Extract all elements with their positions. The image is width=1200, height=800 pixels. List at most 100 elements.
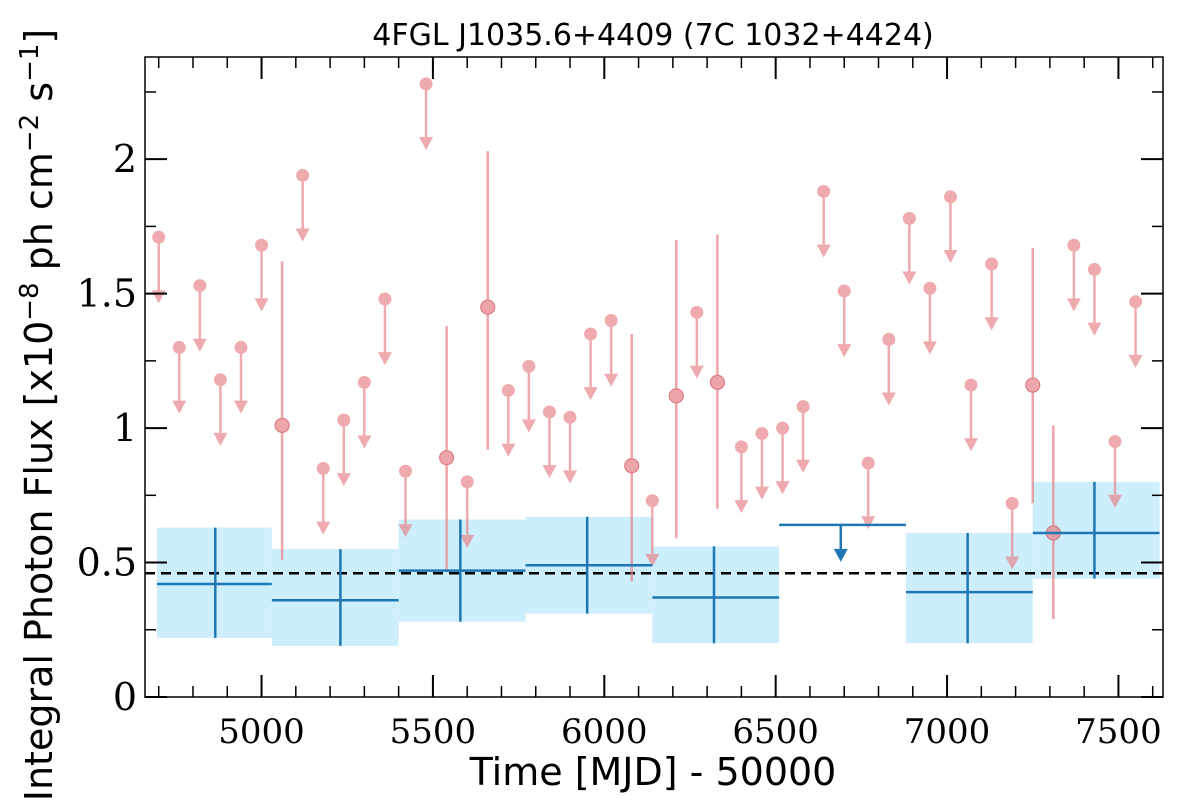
upper-limit-point <box>193 279 207 293</box>
upper-limit-arrow <box>377 352 392 366</box>
long-bin-detection <box>156 527 272 638</box>
short-bin-upper-limit <box>1128 295 1143 368</box>
upper-limit-arrow <box>336 473 351 487</box>
upper-limit-arrow <box>833 548 848 562</box>
upper-limit-point <box>501 383 515 397</box>
upper-limit-point <box>923 281 937 295</box>
x-tick-label: 6000 <box>561 712 648 752</box>
upper-limit-arrow <box>460 535 475 549</box>
short-bin-upper-limit <box>1087 262 1102 336</box>
short-bin-upper-limit <box>377 292 392 366</box>
axis-ticks <box>145 57 1163 698</box>
upper-limit-point <box>398 464 412 478</box>
long-bin-detections <box>156 481 1160 646</box>
long-bin-detection <box>271 549 399 646</box>
short-bin-upper-limit <box>254 238 269 312</box>
y-axis-label-exp1: −8 <box>15 282 45 320</box>
short-bin-upper-limit <box>583 327 598 401</box>
plot-area <box>145 77 1163 646</box>
upper-limit-point <box>584 327 598 341</box>
plot-frame <box>144 56 1164 698</box>
upper-limit-arrow <box>881 392 896 406</box>
long-bin-detection <box>525 516 653 614</box>
short-bin-detections <box>274 151 1061 620</box>
upper-limit-arrow <box>689 365 704 379</box>
upper-limit-point <box>1005 496 1019 510</box>
upper-limit-arrow <box>754 486 769 500</box>
long-bin-band <box>905 532 1033 644</box>
upper-limit-point <box>213 373 227 387</box>
short-bin-upper-limit <box>604 314 619 387</box>
y-axis-label-base: Integral Photon Flux [x10 <box>17 321 61 800</box>
detection-point <box>624 458 640 474</box>
upper-limit-point <box>1067 238 1081 252</box>
upper-limit-point <box>604 314 618 328</box>
upper-limit-point <box>234 340 248 354</box>
upper-limit-arrow <box>295 228 310 242</box>
upper-limit-point <box>985 257 999 271</box>
upper-limit-point <box>734 440 748 454</box>
short-bin-detection <box>709 234 726 509</box>
short-bin-upper-limit <box>398 464 413 538</box>
short-bin-upper-limit <box>1108 435 1123 508</box>
upper-limit-point <box>755 426 769 440</box>
upper-limit-point <box>1129 295 1143 309</box>
y-axis-label-mid: ph cm <box>17 152 61 282</box>
upper-limit-arrow <box>398 524 413 538</box>
short-bin-upper-limit <box>796 400 811 473</box>
upper-limit-point <box>152 230 166 244</box>
upper-limit-arrow <box>1108 494 1123 508</box>
upper-limit-point <box>542 405 556 419</box>
detection-point <box>1025 377 1041 393</box>
upper-limit-point <box>882 332 896 346</box>
upper-limit-arrow <box>1087 322 1102 336</box>
upper-limit-arrow <box>172 400 187 414</box>
x-tick-label: 5000 <box>218 712 305 752</box>
detection-point <box>668 388 684 404</box>
long-bin-band <box>271 549 399 646</box>
upper-limit-point <box>1108 435 1122 449</box>
chart-title: 4FGL J1035.6+4409 (7C 1032+4424) <box>372 18 934 53</box>
y-tick-label: 0 <box>113 675 137 719</box>
long-bin-detection <box>905 532 1033 644</box>
upper-limit-arrow <box>542 465 557 479</box>
upper-limit-arrow <box>357 435 372 449</box>
upper-limit-arrow <box>902 271 917 285</box>
upper-limit-arrow <box>1128 354 1143 368</box>
short-bin-upper-limit <box>964 378 979 452</box>
upper-limit-arrow <box>984 317 999 331</box>
upper-limit-arrow <box>922 341 937 355</box>
long-bin-upper-limits <box>779 523 906 562</box>
short-bin-upper-limit <box>943 190 958 263</box>
short-bin-upper-limit <box>192 279 207 352</box>
long-bin-detection <box>1032 481 1160 579</box>
short-bin-upper-limit <box>233 340 248 414</box>
short-bin-upper-limit <box>754 426 769 500</box>
short-bin-upper-limit <box>563 410 578 484</box>
y-tick-label: 2 <box>113 137 137 181</box>
upper-limit-point <box>690 305 704 319</box>
upper-limit-point <box>837 284 851 298</box>
short-bin-upper-limit <box>151 230 166 304</box>
upper-limit-point <box>522 359 536 373</box>
short-bin-upper-limit <box>881 332 896 406</box>
x-tick-label: 6500 <box>732 712 819 752</box>
short-bin-upper-limit <box>984 257 999 331</box>
y-axis-label-exp3: −1 <box>15 44 45 82</box>
upper-limit-arrow <box>861 516 876 530</box>
short-bin-detection <box>1025 247 1041 504</box>
detection-point <box>439 450 455 466</box>
short-bin-upper-limit <box>861 456 876 530</box>
y-axis-label-exp2: −2 <box>15 114 45 152</box>
short-bin-detection <box>668 239 684 539</box>
y-tick-labels: 0 0.5 1 1.5 2 <box>77 137 137 719</box>
x-axis-label: Time [MJD] - 50000 <box>469 750 837 794</box>
upper-limit-arrow <box>796 459 811 473</box>
upper-limit-point <box>419 77 433 91</box>
long-bin-detection <box>398 519 526 622</box>
short-bin-detection <box>439 325 455 571</box>
upper-limit-point <box>776 421 790 435</box>
short-bin-upper-limit <box>902 211 917 285</box>
short-bin-upper-limit <box>419 77 434 151</box>
